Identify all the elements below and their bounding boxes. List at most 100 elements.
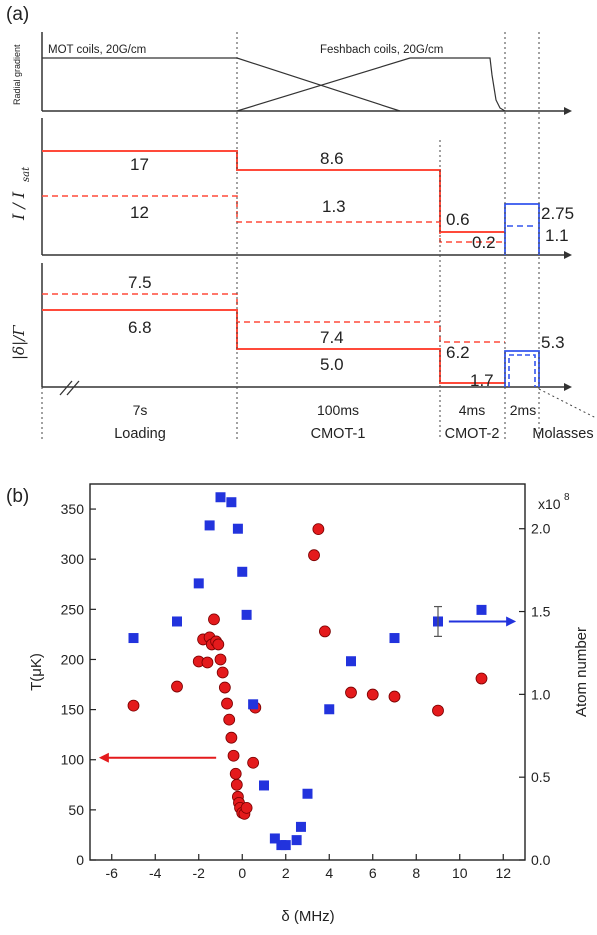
- intensity-value-label: 17: [130, 155, 149, 174]
- y2-tick-label: 0.5: [531, 769, 551, 785]
- atom-number-point: [389, 633, 400, 644]
- atom-number-point: [232, 523, 243, 534]
- temperature-point: [127, 699, 140, 712]
- temperature-point: [366, 688, 379, 701]
- temperature-point: [208, 613, 220, 626]
- temperature-point: [318, 625, 331, 638]
- temperature-point: [229, 767, 242, 780]
- gradient-axis-arrow-icon: [564, 107, 572, 115]
- atom-number-point: [476, 604, 487, 615]
- phase-duration-label: 7s: [133, 402, 148, 418]
- temperature-point: [240, 801, 253, 814]
- temperature-point: [432, 704, 444, 717]
- temperature-point: [388, 690, 401, 703]
- x-tick-label: 0: [238, 865, 246, 881]
- y2-tick-label: 1.5: [531, 604, 551, 620]
- phase-name-label: CMOT-1: [311, 426, 366, 442]
- detuning-value-label: 5.3: [541, 333, 565, 352]
- intensity-axis-arrow-icon: [564, 251, 572, 259]
- temperature-point: [221, 697, 233, 710]
- atom-number-point: [291, 835, 302, 846]
- x-tick-label: 12: [495, 865, 511, 881]
- phase-duration-label: 2ms: [510, 402, 536, 418]
- y2-tick-label: 1.0: [531, 686, 551, 702]
- temperature-point: [223, 713, 236, 726]
- atom-number-point: [128, 633, 139, 644]
- intensity-value-label: 1.3: [322, 197, 346, 216]
- feshbach-coils-annotation: Feshbach coils, 20G/cm: [320, 44, 443, 56]
- atom-number-series: [128, 492, 487, 851]
- y-tick-label: 0: [76, 852, 84, 868]
- phase-name-label: CMOT-2: [445, 426, 500, 442]
- y2-tick-label: 0.0: [531, 852, 551, 868]
- atom-number-point: [295, 821, 306, 832]
- temperature-point: [230, 778, 243, 791]
- y-tick-label: 150: [61, 702, 85, 718]
- intensity-value-label: 12: [130, 203, 149, 222]
- x-tick-label: -6: [106, 865, 119, 881]
- temperature-point: [216, 666, 229, 679]
- intensity-ylabel-sub: sat: [21, 166, 32, 182]
- temperature-point: [171, 680, 183, 693]
- intensity-ylabel: I / I sat: [9, 166, 32, 221]
- atom-number-point: [193, 578, 204, 589]
- y2-multiplier: x10 8: [538, 492, 570, 512]
- intensity-molasses-solid: [504, 203, 540, 255]
- intensity-value-label: 0.6: [446, 210, 470, 229]
- phase-duration-label: 100ms: [317, 402, 359, 418]
- temperature-point: [214, 653, 227, 666]
- detuning-molasses-dashed: [508, 354, 536, 387]
- x-tick-label: 2: [282, 865, 290, 881]
- detuning-ylabel: |δ|/Γ: [10, 325, 28, 360]
- molasses-zoom-line: [538, 388, 597, 419]
- temperature-point: [247, 756, 260, 769]
- detuning-dashed-line: [42, 293, 505, 343]
- y-tick-label: 200: [61, 651, 85, 667]
- phase-name-label: Loading: [114, 426, 166, 442]
- detuning-axis-arrow-icon: [564, 383, 572, 391]
- atom-number-point: [324, 704, 335, 715]
- panel-label-a: (a): [6, 4, 29, 25]
- temperature-point: [308, 549, 320, 562]
- feshbach-gradient-curve: [236, 57, 506, 112]
- intensity-value-label: 2.75: [541, 204, 574, 223]
- intensity-solid-line: [42, 150, 505, 233]
- intensity-value-label: 1.1: [545, 226, 569, 245]
- atom-number-point: [248, 699, 259, 710]
- x-tick-label: -4: [149, 865, 162, 881]
- timing-diagram: (a) Radial gradient MOT coils, 20G/cm Fe…: [6, 4, 597, 442]
- intensity-value-label: 8.6: [320, 149, 344, 168]
- plot-frame: [89, 483, 526, 861]
- temperature-point: [201, 656, 214, 669]
- phase-name-label: Molasses: [532, 426, 593, 442]
- detuning-value-label: 5.0: [320, 355, 344, 374]
- panel-label-b: (b): [6, 486, 29, 507]
- temperature-point: [312, 523, 325, 536]
- x-tick-label: 10: [452, 865, 468, 881]
- detuning-value-label: 6.2: [446, 343, 470, 362]
- atom-number-point: [259, 780, 269, 791]
- atom-number-point: [215, 492, 226, 503]
- temperature-point: [227, 749, 240, 762]
- detuning-solid-line: [42, 309, 505, 384]
- y-tick-label: 350: [61, 501, 85, 517]
- axis-ticks: -6 -4 -2 0 2 4 6 8 10 12 0 50 100 150 200 250 300 350 0.0 0…: [61, 501, 551, 881]
- y-tick-label: 100: [61, 752, 85, 768]
- y-tick-label: 250: [61, 601, 85, 617]
- y2-multiplier-exponent: 8: [564, 492, 570, 503]
- detuning-molasses-solid: [504, 350, 540, 387]
- temperature-point: [345, 686, 357, 699]
- x-tick-label: 6: [369, 865, 377, 881]
- x-tick-label: -2: [193, 865, 206, 881]
- temperature-point: [225, 731, 238, 744]
- axis-break-icon: [59, 380, 73, 396]
- atom-number-point: [172, 616, 182, 627]
- atom-number-point: [204, 520, 215, 531]
- atom-number-point: [226, 497, 237, 508]
- intensity-ylabel-main: I / I: [9, 191, 28, 221]
- temperature-point: [475, 672, 488, 685]
- y2-tick-label: 2.0: [531, 521, 551, 537]
- axis-break-icon: [66, 380, 80, 396]
- temperature-point: [218, 681, 231, 694]
